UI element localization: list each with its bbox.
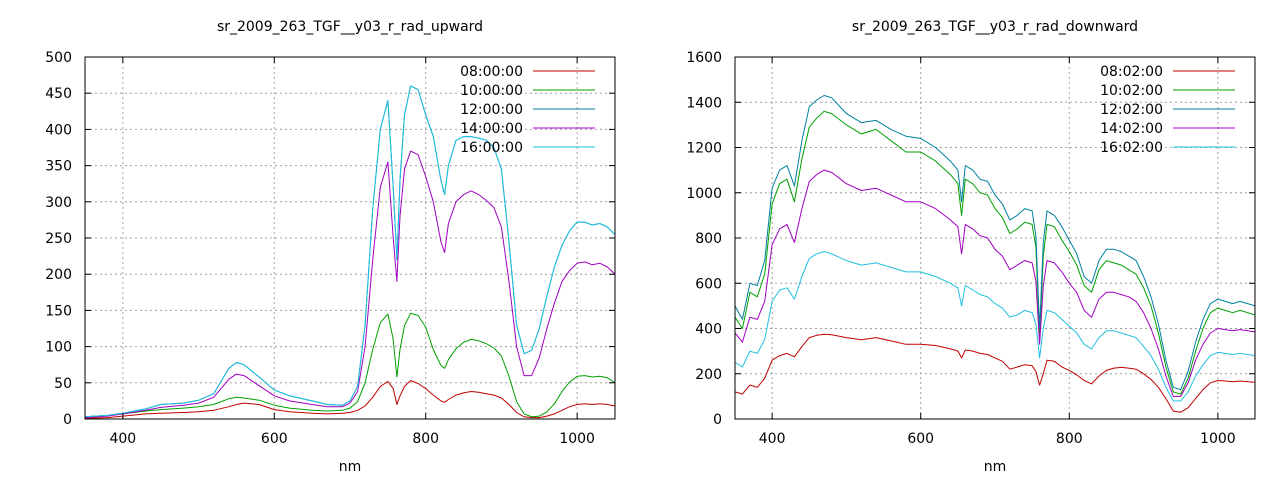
y-tick-label: 400 bbox=[45, 122, 72, 138]
x-tick-label: 400 bbox=[759, 431, 786, 447]
y-tick-label: 150 bbox=[45, 303, 72, 319]
legend-label: 12:00:00 bbox=[460, 102, 523, 118]
y-tick-label: 1400 bbox=[686, 95, 722, 111]
y-tick-label: 1000 bbox=[686, 186, 722, 202]
legend-label: 14:00:00 bbox=[460, 121, 523, 137]
series-line-14-00-00 bbox=[85, 150, 615, 419]
legend-label: 08:00:00 bbox=[460, 64, 523, 80]
x-axis-label: nm bbox=[339, 459, 362, 475]
legend-label: 08:02:00 bbox=[1100, 64, 1163, 80]
y-tick-label: 50 bbox=[54, 376, 72, 392]
y-tick-label: 400 bbox=[695, 322, 722, 338]
series-line-16-02-00 bbox=[735, 251, 1255, 402]
chart-title: sr_2009_263_TGF__y03_r_rad_downward bbox=[852, 19, 1138, 35]
y-tick-label: 1200 bbox=[686, 141, 722, 157]
y-tick-label: 250 bbox=[45, 231, 72, 247]
y-tick-label: 450 bbox=[45, 86, 72, 102]
series-line-10-02-00 bbox=[735, 110, 1255, 395]
series-line-12-02-00 bbox=[735, 95, 1255, 391]
y-tick-label: 200 bbox=[45, 267, 72, 283]
x-tick-label: 800 bbox=[412, 431, 439, 447]
y-tick-label: 350 bbox=[45, 159, 72, 175]
chart-downward: sr_2009_263_TGF__y03_r_rad_downward 400 60… bbox=[686, 19, 1256, 475]
legend-label: 10:00:00 bbox=[460, 83, 523, 99]
legend-label: 16:02:00 bbox=[1100, 140, 1163, 156]
x-axis-label: nm bbox=[984, 459, 1007, 475]
chart-title: sr_2009_263_TGF__y03_r_rad_upward bbox=[217, 19, 483, 35]
y-tick-label: 200 bbox=[695, 367, 722, 383]
x-tick-label: 800 bbox=[1056, 431, 1083, 447]
legend-label: 14:02:00 bbox=[1100, 121, 1163, 137]
y-tick-label: 500 bbox=[45, 50, 72, 66]
y-tick-label: 0 bbox=[63, 412, 72, 428]
y-tick-label: 300 bbox=[45, 195, 72, 211]
x-tick-label: 400 bbox=[109, 431, 136, 447]
x-tick-label: 1000 bbox=[559, 431, 595, 447]
legend-label: 12:02:00 bbox=[1100, 102, 1163, 118]
legend-label: 10:02:00 bbox=[1100, 83, 1163, 99]
y-tick-label: 0 bbox=[713, 412, 722, 428]
series-line-14-02-00 bbox=[735, 169, 1255, 397]
y-tick-label: 600 bbox=[695, 276, 722, 292]
series-line-16-00-00 bbox=[85, 85, 615, 418]
y-tick-label: 1600 bbox=[686, 50, 722, 66]
x-tick-label: 600 bbox=[261, 431, 288, 447]
y-tick-label: 100 bbox=[45, 340, 72, 356]
x-tick-label: 600 bbox=[907, 431, 934, 447]
y-tick-label: 800 bbox=[695, 231, 722, 247]
chart-upward: sr_2009_263_TGF__y03_r_rad_upward 400 600 8… bbox=[45, 19, 616, 475]
series-line-10-00-00 bbox=[85, 312, 615, 418]
legend-label: 16:00:00 bbox=[460, 140, 523, 156]
series-line-08-02-00 bbox=[735, 333, 1255, 413]
x-tick-label: 1000 bbox=[1200, 431, 1236, 447]
series-line-08-00-00 bbox=[85, 380, 615, 419]
